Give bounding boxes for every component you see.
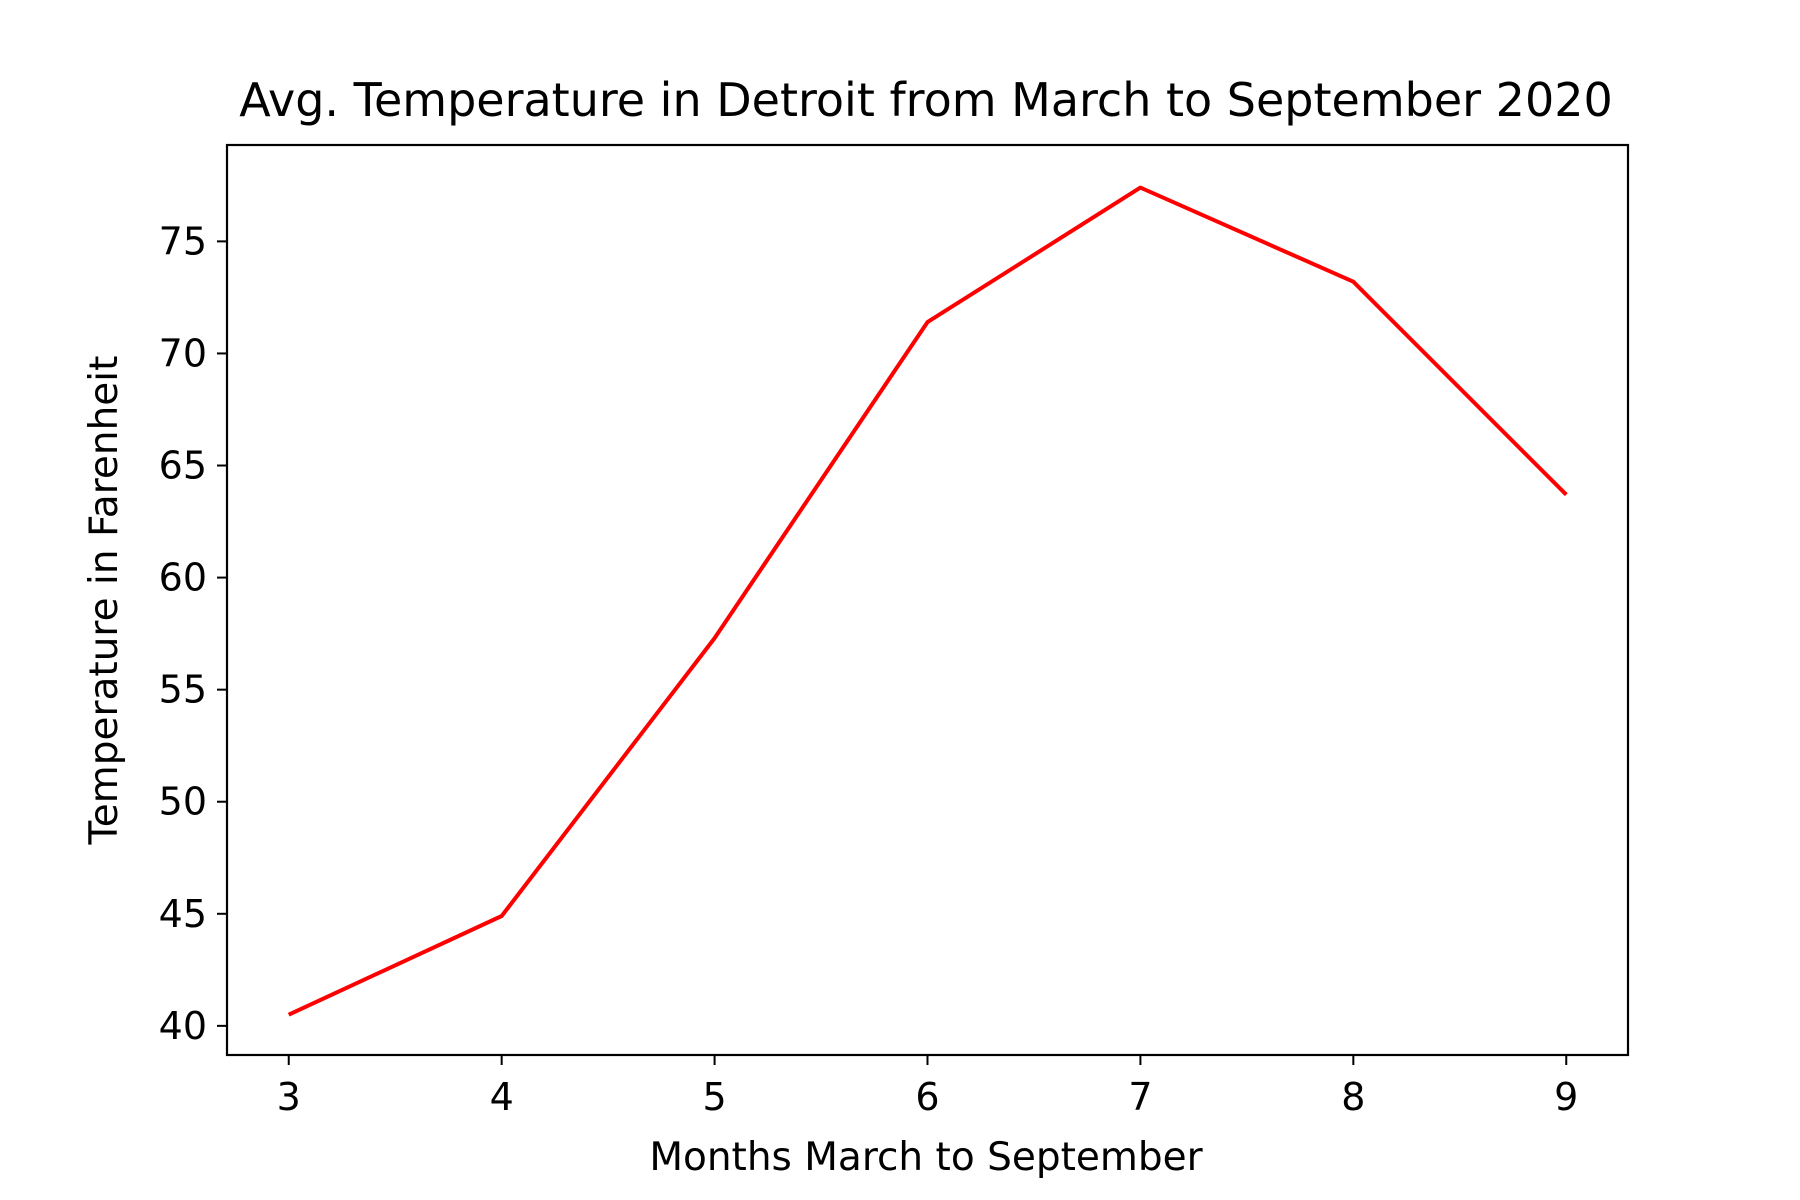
y-tick-label: 65 bbox=[159, 444, 207, 488]
y-tick-label: 60 bbox=[159, 556, 207, 600]
y-tick-label: 40 bbox=[159, 1004, 207, 1048]
y-tick-label: 50 bbox=[159, 780, 207, 824]
y-tick-label: 55 bbox=[159, 668, 207, 712]
series-line-1 bbox=[287, 185, 1568, 1017]
chart-title: Avg. Temperature in Detroit from March t… bbox=[239, 73, 1613, 127]
x-tick-label: 6 bbox=[915, 1075, 939, 1119]
x-tick-label: 8 bbox=[1341, 1075, 1365, 1119]
x-tick-label: 4 bbox=[490, 1075, 514, 1119]
y-axis-label: Temperature in Farenheit bbox=[82, 356, 127, 846]
x-tick-label: 7 bbox=[1128, 1075, 1152, 1119]
y-tick-label: 75 bbox=[159, 219, 207, 263]
x-axis-label: Months March to September bbox=[649, 1135, 1203, 1180]
x-tick-label: 3 bbox=[277, 1075, 301, 1119]
x-tick-label: 9 bbox=[1554, 1075, 1578, 1119]
x-tick-label: 5 bbox=[702, 1075, 726, 1119]
y-tick-label: 70 bbox=[159, 331, 207, 375]
y-tick-label: 45 bbox=[159, 892, 207, 936]
